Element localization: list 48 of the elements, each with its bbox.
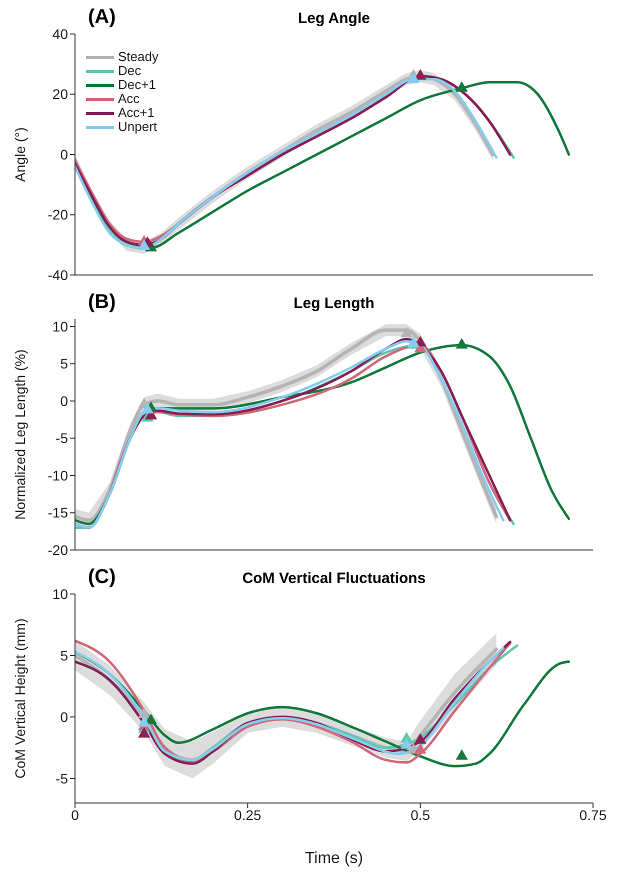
point — [138, 239, 150, 250]
x-axis-title: Time (s) — [304, 850, 364, 867]
legend-label: Acc+1 — [118, 105, 154, 120]
y-tick-label: -5 — [56, 430, 68, 446]
x-tick-label: 0.75 — [579, 806, 607, 823]
chart-title: Leg Length — [294, 295, 374, 312]
legend-label: Unpert — [118, 119, 158, 134]
point — [141, 402, 154, 414]
y-axis-title: CoM Vertical Height (mm) — [12, 618, 28, 779]
point — [414, 733, 426, 744]
chart-title: CoM Vertical Fluctuations — [242, 570, 426, 587]
y-tick-label: -40 — [48, 266, 68, 283]
x-tick-label: 0.5 — [410, 806, 430, 823]
legend-label: Acc — [118, 91, 140, 106]
point — [456, 338, 468, 349]
legend-label: Steady — [118, 49, 158, 64]
y-axis-title: Normalized Leg Length (%) — [12, 349, 28, 520]
y-tick-label: 20 — [52, 86, 68, 102]
text: (A) — [88, 6, 116, 29]
x-tick-label: 0.25 — [234, 806, 262, 823]
point — [414, 743, 426, 754]
point — [456, 81, 468, 92]
point — [138, 707, 150, 718]
chart-title: Leg Angle — [298, 10, 370, 27]
y-tick-label: 0 — [60, 708, 68, 725]
y-tick-label: -5 — [56, 770, 68, 786]
y-tick-label: 5 — [60, 356, 68, 372]
y-tick-label: -20 — [48, 206, 68, 223]
y-axis-title: Angle (°) — [12, 127, 28, 182]
legend-label: Dec — [118, 63, 142, 78]
y-tick-label: -15 — [48, 504, 68, 521]
point — [138, 716, 150, 727]
text: (B) — [88, 291, 116, 314]
x-tick-label: 0 — [71, 806, 80, 823]
point — [400, 326, 413, 338]
y-tick-label: 5 — [60, 647, 68, 664]
legend-label: Dec+1 — [118, 77, 156, 92]
y-tick-label: 10 — [52, 318, 68, 334]
y-tick-label: -20 — [48, 542, 68, 558]
point — [456, 749, 468, 760]
point — [138, 727, 150, 738]
y-tick-label: 0 — [60, 392, 68, 409]
point — [400, 738, 413, 749]
y-tick-label: 10 — [52, 586, 68, 602]
y-tick-label: 40 — [52, 26, 68, 42]
y-tick-label: 0 — [60, 146, 68, 162]
y-tick-label: -10 — [48, 467, 68, 484]
text: (C) — [88, 566, 116, 589]
